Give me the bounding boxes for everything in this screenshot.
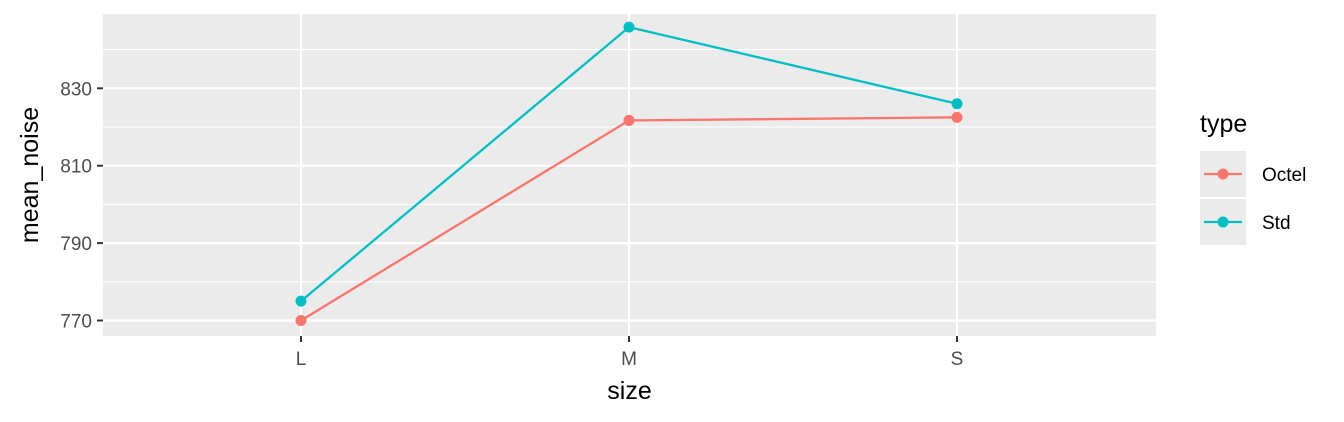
- legend-label-octel: Octel: [1262, 165, 1306, 186]
- y-tick-label: 830: [60, 79, 92, 100]
- legend: type Octel Std: [1200, 110, 1306, 245]
- data-point-octel: [295, 315, 307, 327]
- y-axis: 770 790 810 830: [60, 79, 103, 333]
- y-axis-title: mean_noise: [16, 107, 44, 243]
- major-gridlines: [103, 14, 1156, 336]
- legend-key-point: [1217, 168, 1229, 180]
- y-tick-label: 790: [60, 234, 92, 255]
- series-layer: [295, 21, 963, 327]
- data-point-octel: [623, 114, 635, 126]
- legend-label-std: Std: [1262, 213, 1291, 234]
- x-tick-label: M: [621, 349, 637, 370]
- legend-key-point: [1217, 216, 1229, 228]
- y-tick-label: 770: [60, 312, 92, 333]
- legend-title: type: [1200, 110, 1247, 138]
- x-tick-label: L: [296, 349, 307, 370]
- x-tick-label: S: [951, 349, 964, 370]
- y-tick-label: 810: [60, 157, 92, 178]
- data-point-octel: [951, 111, 963, 123]
- data-point-std: [951, 98, 963, 110]
- x-axis-title: size: [607, 377, 651, 405]
- data-point-std: [295, 295, 307, 307]
- data-point-std: [623, 21, 635, 33]
